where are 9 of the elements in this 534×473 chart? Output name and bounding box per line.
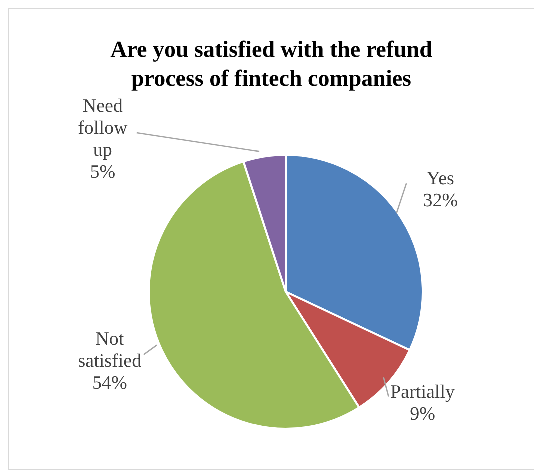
data-label: 5% (90, 162, 116, 184)
data-label: 32% (423, 190, 458, 212)
chart-title: Are you satisfied with the refund process of fintech companies (110, 36, 434, 93)
data-label: 9% (410, 404, 436, 426)
slice-label: Not satisfied (78, 329, 142, 372)
slice-label: Need follow up (78, 96, 128, 162)
slice-label: Partially (390, 382, 456, 404)
slice-label: Yes (426, 168, 454, 190)
data-label: 54% (92, 373, 128, 394)
